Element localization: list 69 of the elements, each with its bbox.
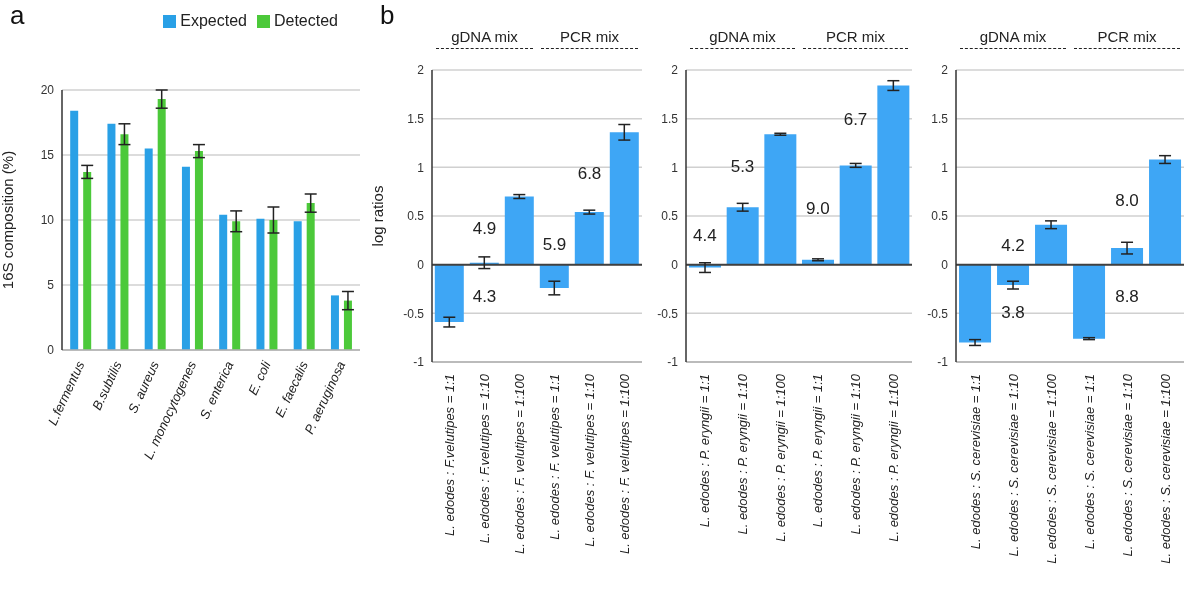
chart-title: a	[10, 0, 25, 31]
annotation: 4.4	[693, 226, 717, 246]
y-tick-label: 1.5	[661, 111, 679, 126]
annotation: 5.3	[730, 157, 755, 177]
x-tick-label: L. edodes : P. eryngii = 1:100	[772, 373, 788, 542]
y-axis-title: 16S composition (%)	[0, 150, 17, 290]
x-tick-label: L. edodes : F. velutipes = 1:100	[512, 373, 527, 555]
x-tick-label: L. edodes : S. cerevisiae = 1:1	[1081, 374, 1097, 550]
annotation: 4.2	[1001, 236, 1025, 256]
annotation: 8.0	[1115, 191, 1139, 211]
y-tick-label: -1	[413, 355, 425, 370]
x-tick-label: L. edodes : P. eryngii = 1:100	[885, 373, 901, 542]
annotation: 8.8	[1115, 287, 1139, 307]
annotation: 5.9	[542, 235, 567, 255]
y-tick-label: -1	[937, 355, 949, 370]
annotation: 3.8	[1001, 303, 1025, 323]
annotation: 4.9	[472, 219, 497, 239]
y-tick-label: 20	[40, 83, 55, 98]
x-tick-label: L. edodes : S. cerevisiae = 1:100	[1043, 373, 1059, 564]
y-tick-label: 10	[40, 213, 55, 228]
annotation: 4.3	[472, 287, 497, 307]
annotation: 9.0	[806, 199, 830, 219]
x-tick-label: L. edodes : F.velutipes = 1:10	[477, 373, 492, 544]
y-tick-label: 1.5	[931, 111, 949, 126]
text: gDNA mix	[978, 28, 1048, 45]
y-tick-label: 1	[417, 160, 425, 175]
x-tick-label: L. edodes : P. eryngii = 1:1	[697, 374, 713, 528]
y-tick-label: 5	[47, 278, 55, 293]
y-tick-label: 0.5	[661, 209, 679, 224]
y-tick-label: 1.5	[407, 111, 425, 126]
text: PCR mix	[1096, 28, 1158, 45]
y-tick-label: 2	[417, 63, 425, 78]
y-tick-label: 15	[40, 148, 55, 163]
x-tick-label: L. edodes : S. cerevisiae = 1:100	[1157, 373, 1173, 564]
y-tick-label: 0	[941, 257, 949, 272]
x-tick-label: E. coli	[245, 357, 275, 398]
x-tick-label: L. edodes : F. velutipes = 1:100	[617, 373, 632, 555]
x-tick-label: L. edodes : S. cerevisiae = 1:10	[1119, 373, 1135, 557]
text: PCR mix	[558, 28, 621, 45]
text: PCR mix	[824, 28, 887, 45]
chart-title: b	[380, 0, 395, 31]
legend-label: Detected	[273, 12, 338, 29]
y-tick-label: 2	[941, 63, 949, 78]
x-tick-label: L. edodes : F. velutipes = 1:1	[547, 374, 562, 540]
y-tick-label: 0.5	[931, 209, 949, 224]
x-tick-label: L. edodes : S. cerevisiae = 1:1	[967, 374, 983, 550]
legend-label: Expected	[180, 12, 247, 29]
annotation: 6.7	[843, 110, 868, 130]
x-tick-label: L. edodes : P. eryngii = 1:10	[848, 373, 863, 535]
y-tick-label: 0	[47, 343, 55, 358]
text: gDNA mix	[708, 28, 777, 45]
y-tick-label: 0.5	[407, 209, 425, 224]
y-tick-label: 0	[417, 257, 425, 272]
annotation: 6.8	[577, 164, 602, 184]
y-tick-label: 0	[671, 257, 679, 272]
y-tick-label: 1	[671, 160, 679, 175]
y-tick-label: -0.5	[657, 306, 679, 321]
x-tick-label: L. edodes : F. velutipes = 1:10	[582, 373, 597, 547]
y-tick-label: 2	[671, 63, 679, 78]
y-tick-label: -1	[667, 355, 679, 370]
x-tick-label: L. edodes : P. eryngii = 1:10	[735, 373, 750, 535]
y-tick-label: -0.5	[927, 306, 949, 321]
x-tick-label: L. edodes : S. cerevisiae = 1:10	[1005, 373, 1021, 557]
y-tick-label: 1	[941, 160, 949, 175]
text: gDNA mix	[450, 28, 519, 45]
x-tick-label: L. edodes : P. eryngii = 1:1	[810, 374, 826, 528]
y-axis-title: log ratios	[369, 185, 387, 247]
x-tick-label: L. edodes : F.velutipes = 1:1	[442, 374, 457, 537]
y-tick-label: -0.5	[403, 306, 425, 321]
